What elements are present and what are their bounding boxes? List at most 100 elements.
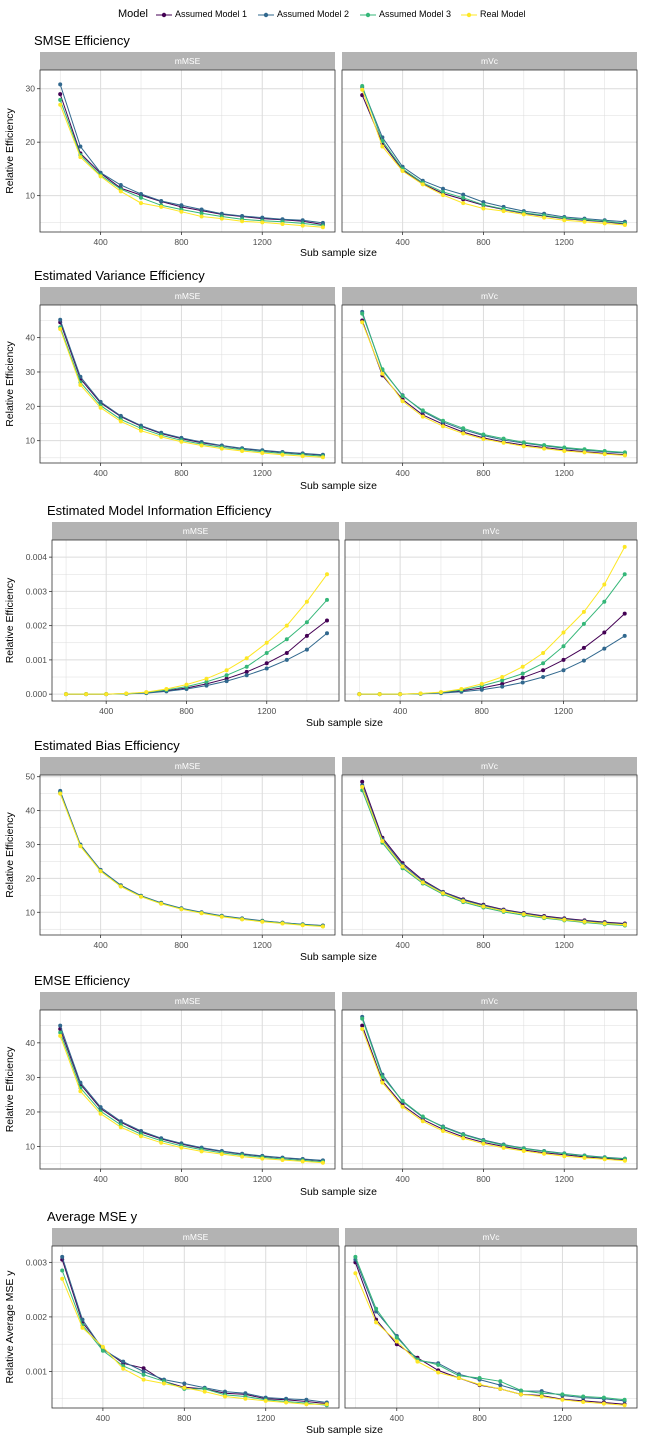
- data-point-real-model: [461, 431, 466, 436]
- data-point-real-model: [582, 450, 587, 455]
- x-tick-label: 400: [393, 706, 407, 716]
- data-point-real-model: [320, 1160, 325, 1165]
- panel-background: [40, 775, 335, 935]
- x-axis-label: Sub sample size: [300, 951, 377, 963]
- data-point-real-model: [78, 383, 83, 387]
- data-point-real-model: [420, 880, 425, 885]
- series-line-assumed-model-1: [361, 1025, 625, 1161]
- x-tick-label: 1200: [555, 468, 574, 478]
- data-point-real-model: [244, 656, 249, 661]
- legend-label: Assumed Model 2: [277, 9, 350, 19]
- data-point-real-model: [582, 219, 587, 224]
- data-point-real-model: [260, 220, 265, 225]
- data-point-real-model: [541, 651, 546, 655]
- data-point-assumed-model-3: [520, 671, 525, 676]
- data-point-real-model: [300, 454, 305, 459]
- y-tick-label: 20: [26, 137, 36, 147]
- x-tick-label: 400: [94, 237, 108, 247]
- data-point-real-model: [380, 839, 385, 844]
- data-point-assumed-model-3: [541, 661, 546, 666]
- panel-border: [39, 304, 336, 464]
- panel-background: [52, 1246, 339, 1408]
- x-tick-label: 1200: [256, 1413, 275, 1423]
- data-point-assumed-model-2: [118, 1119, 123, 1124]
- data-point-assumed-model-2: [58, 1023, 63, 1028]
- x-tick-label: 800: [179, 706, 193, 716]
- y-tick-label: 50: [26, 772, 36, 782]
- data-point-real-model: [280, 452, 285, 457]
- data-point-real-model: [240, 1154, 245, 1159]
- data-point-real-model: [501, 440, 506, 445]
- data-point-assumed-model-2: [118, 413, 123, 418]
- series-line-assumed-model-1: [361, 781, 625, 924]
- data-point-real-model: [219, 1152, 224, 1157]
- panel-mvc: mVc 400 800 1200: [341, 757, 638, 950]
- facet-strip-label: mMSE: [183, 526, 209, 536]
- data-point-real-model: [118, 189, 123, 194]
- facet-strip: [40, 287, 335, 305]
- data-point-assumed-model-2: [199, 207, 204, 212]
- data-point-assumed-model-3: [542, 443, 547, 448]
- data-point-real-model: [479, 681, 484, 686]
- data-point-assumed-model-3: [581, 621, 586, 626]
- data-point-real-model: [561, 630, 566, 635]
- data-point-real-model: [118, 419, 123, 424]
- data-point-assumed-model-2: [78, 144, 83, 149]
- legend-key-assumed-model-2: [258, 12, 274, 18]
- y-tick-label: 0.000: [26, 689, 48, 699]
- data-point-assumed-model-3: [353, 1254, 358, 1259]
- data-point-real-model: [159, 434, 164, 439]
- series-line-real-model: [59, 793, 323, 927]
- panel-border: [39, 69, 336, 233]
- series-line-real-model: [361, 89, 625, 226]
- data-point-real-model: [521, 212, 526, 217]
- panel-mvc: mVc 400 800 1200: [344, 1228, 638, 1423]
- data-point-real-model: [199, 443, 204, 448]
- data-point-assumed-model-3: [360, 311, 365, 316]
- facet-strip-label: mVc: [483, 526, 501, 536]
- data-point-real-model: [304, 1402, 309, 1407]
- data-point-real-model: [284, 1400, 289, 1405]
- data-point-real-model: [263, 1398, 268, 1403]
- legend-label: Assumed Model 1: [175, 9, 248, 19]
- x-tick-label: 1200: [555, 237, 574, 247]
- data-point-real-model: [477, 1382, 482, 1387]
- panel-mmse: mMSE 400 800 1200 10 20 30 40: [26, 992, 336, 1184]
- data-point-assumed-model-3: [602, 449, 607, 453]
- x-tick-label: 800: [174, 468, 188, 478]
- data-point-real-model: [240, 917, 245, 922]
- facet-strip: [342, 52, 637, 70]
- plot-title-information: Estimated Model Information Efficiency: [47, 503, 272, 518]
- panel-mmse: mMSE 400 800 1200 0.000 0.001 0.002 0.003 0.004: [26, 522, 340, 716]
- data-point-real-model: [456, 1376, 461, 1380]
- data-point-real-model: [139, 201, 143, 206]
- data-point-real-model: [461, 899, 466, 904]
- data-point-assumed-model-3: [622, 572, 627, 577]
- data-point-assumed-model-3: [400, 394, 405, 398]
- data-point-real-model: [280, 921, 285, 926]
- y-tick-label: 0.003: [26, 1257, 48, 1267]
- data-point-real-model: [377, 692, 382, 697]
- data-point-real-model: [581, 1400, 586, 1404]
- facet-strip: [342, 992, 637, 1010]
- data-point-assumed-model-2: [224, 679, 229, 684]
- data-point-assumed-model-2: [179, 203, 184, 208]
- x-tick-label: 1200: [253, 237, 272, 247]
- data-point-assumed-model-3: [601, 1395, 606, 1400]
- series-line-assumed-model-3: [361, 85, 625, 224]
- data-point-assumed-model-1: [141, 1366, 146, 1371]
- data-point-real-model: [481, 1141, 486, 1146]
- series-line-real-model: [59, 328, 323, 458]
- data-point-real-model: [521, 444, 526, 449]
- data-point-assumed-model-2: [441, 186, 445, 191]
- series-line-real-model: [361, 786, 625, 926]
- data-point-assumed-model-2: [139, 1129, 143, 1133]
- data-point-real-model: [439, 690, 443, 695]
- series-line-real-model: [354, 1273, 625, 1406]
- data-point-real-model: [184, 682, 189, 687]
- data-point-assumed-model-1: [622, 611, 627, 616]
- data-point-real-model: [441, 424, 445, 429]
- series-line-real-model: [59, 1035, 323, 1164]
- data-point-assumed-model-2: [182, 1381, 187, 1386]
